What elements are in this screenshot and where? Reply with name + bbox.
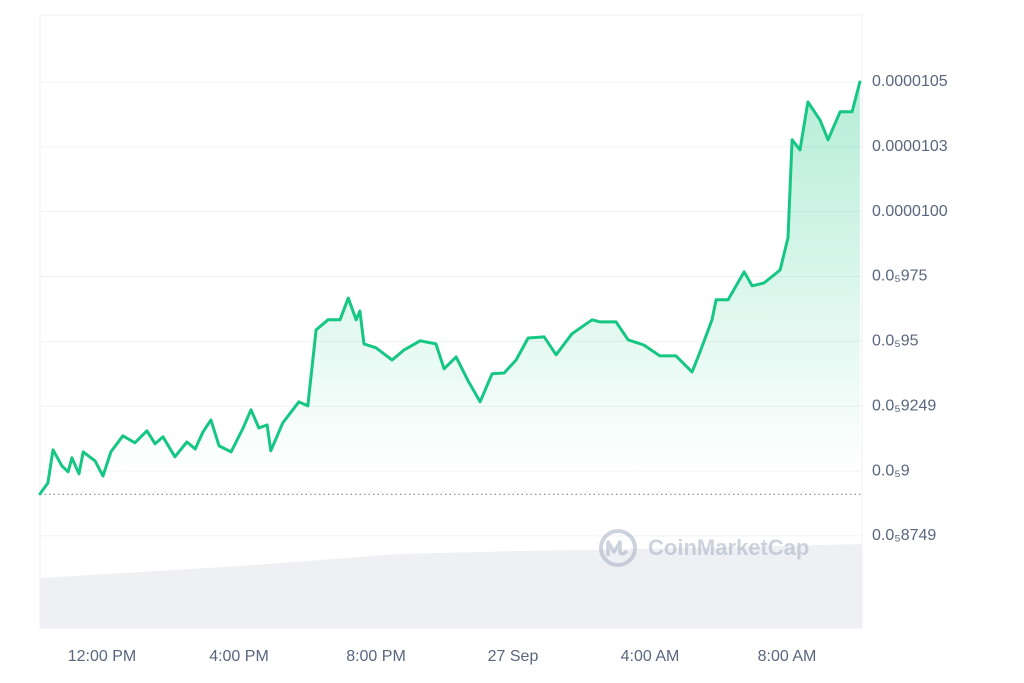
x-tick-label: 8:00 PM (346, 648, 406, 665)
y-tick-label: 0.0₅975 (872, 268, 927, 285)
y-tick-label: 0.0000105 (872, 73, 948, 90)
price-line (38, 80, 862, 496)
x-tick-label: 4:00 AM (621, 648, 680, 665)
x-tick-label: 12:00 PM (68, 648, 136, 665)
price-area (40, 81, 860, 546)
plot (38, 80, 862, 546)
x-tick-label: 4:00 PM (209, 648, 269, 665)
y-tick-label: 0.0₅9 (872, 462, 910, 479)
y-tick-label: 0.0000100 (872, 203, 948, 220)
volume-area (40, 544, 862, 628)
x-tick-label: 27 Sep (488, 648, 539, 665)
axes: 0.0000105 0.0000103 0.0000100 0.0₅975 0.0₅95… (68, 73, 948, 665)
y-tick-label: 0.0₅9249 (872, 397, 936, 414)
y-tick-label: 0.0000103 (872, 138, 948, 155)
y-tick-label: 0.0₅8749 (872, 527, 936, 544)
y-tick-label: 0.0₅95 (872, 333, 919, 350)
x-tick-label: 8:00 AM (758, 648, 817, 665)
